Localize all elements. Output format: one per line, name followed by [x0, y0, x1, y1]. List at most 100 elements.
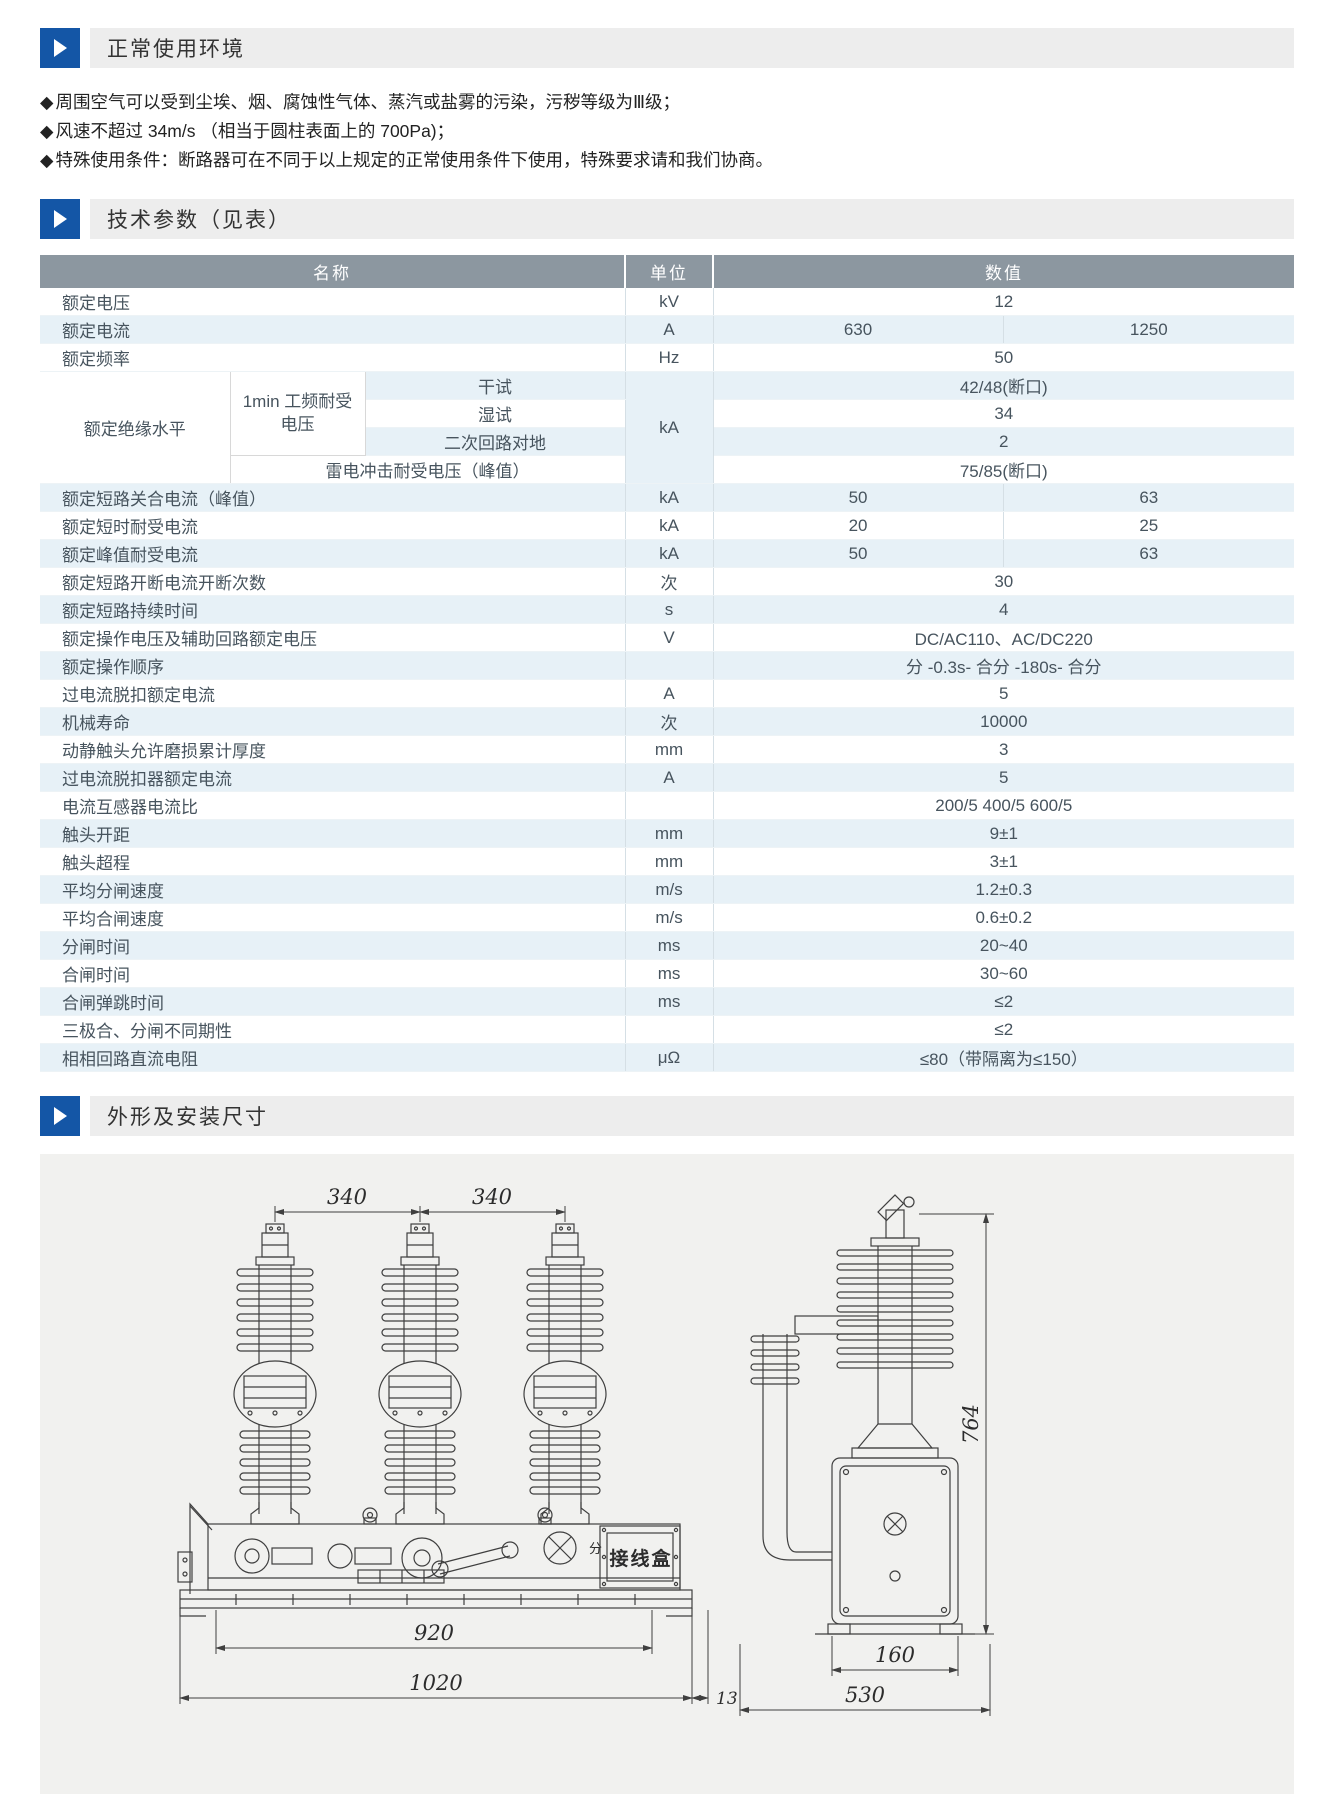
- value-cell: 20~40: [713, 931, 1295, 960]
- unit-cell: ms: [624, 987, 714, 1016]
- value-cell: ≤2: [713, 1015, 1295, 1044]
- value-cell: 0.6±0.2: [713, 903, 1295, 932]
- unit-cell: kA: [624, 511, 714, 540]
- unit-cell: s: [624, 595, 714, 624]
- table-row: 过电流脱扣器额定电流 A 5: [40, 763, 1295, 792]
- value-cell: 50: [713, 483, 1004, 512]
- table-row: 触头开距 mm 9±1: [40, 819, 1295, 848]
- unit-cell: 次: [624, 567, 714, 596]
- param-name-cell: 额定操作顺序: [40, 651, 626, 680]
- unit-cell: m/s: [624, 903, 714, 932]
- param-name-cell: 过电流脱扣额定电流: [40, 679, 626, 708]
- section-marker: [40, 1096, 80, 1136]
- value-cell: 20: [713, 511, 1004, 540]
- table-row: 触头超程 mm 3±1: [40, 847, 1295, 876]
- unit-cell: A: [624, 679, 714, 708]
- play-triangle-icon: [53, 39, 67, 57]
- param-name-cell: 额定频率: [40, 343, 626, 372]
- sub-param-name-cell: 雷电冲击耐受电压（峰值）: [230, 455, 626, 484]
- param-name-cell: 机械寿命: [40, 707, 626, 736]
- unit-cell: m/s: [624, 875, 714, 904]
- table-row: 额定电流 A 630 1250: [40, 315, 1295, 344]
- unit-cell: [624, 651, 714, 680]
- param-name-cell: 额定短时耐受电流: [40, 511, 626, 540]
- bullet-text: 特殊使用条件：断路器可在不同于以上规定的正常使用条件下使用，特殊要求请和我们协商…: [55, 150, 773, 170]
- unit-cell: ms: [624, 931, 714, 960]
- value-cell: 50: [713, 539, 1004, 568]
- unit-cell: mm: [624, 735, 714, 764]
- dimension-label: 160: [875, 1643, 915, 1667]
- section-header-outline: 外形及安装尺寸: [40, 1096, 1294, 1136]
- value-cell: 5: [713, 763, 1295, 792]
- table-row: 额定电压 kV 12: [40, 288, 1295, 316]
- table-row: 额定频率 Hz 50: [40, 343, 1295, 372]
- param-name-cell: 额定电压: [40, 288, 626, 316]
- section-title: 外形及安装尺寸: [90, 1096, 1294, 1136]
- value-cell: 42/48(断口): [713, 371, 1295, 400]
- bullet-line: ◆ 周围空气可以受到尘埃、烟、腐蚀性气体、蒸汽或盐雾的污染，污秽等级为Ⅲ级；: [40, 88, 1294, 117]
- table-row: 二次回路对地 2: [40, 427, 1295, 456]
- table-header-row: 名称 单位 数值: [40, 255, 1295, 288]
- unit-cell: kV: [624, 288, 714, 316]
- side-view-drawing: 764 160 530: [739, 1194, 994, 1716]
- table-row: 额定短路关合电流（峰值） kA 50 63: [40, 483, 1295, 512]
- diamond-bullet-icon: ◆: [40, 121, 54, 141]
- dimension-label: 340: [327, 1185, 367, 1209]
- table-row: 分闸时间 ms 20~40: [40, 931, 1295, 960]
- dimension-drawing-panel: 340 340 分: [40, 1154, 1294, 1794]
- value-cell: 12: [713, 288, 1295, 316]
- group-subname-cell: 1min 工频耐受电压: [229, 371, 366, 456]
- value-cell: ≤2: [713, 987, 1295, 1016]
- unit-cell: A: [624, 315, 714, 344]
- param-name-cell: 额定电流: [40, 315, 626, 344]
- section-header-parameters: 技术参数（见表）: [40, 199, 1294, 239]
- table-row: 电流互感器电流比 200/5 400/5 600/5: [40, 791, 1295, 820]
- open-indicator-label: 分: [589, 1541, 602, 1556]
- dimension-label: 340: [472, 1185, 512, 1209]
- play-triangle-icon: [53, 1107, 67, 1125]
- unit-cell: [624, 1015, 714, 1044]
- dimension-label: 13: [716, 1689, 738, 1709]
- table-row: 额定短路持续时间 s 4: [40, 595, 1295, 624]
- param-name-cell: 额定短路关合电流（峰值）: [40, 483, 626, 512]
- col-header-unit: 单位: [625, 255, 715, 288]
- param-name-cell: 平均合闸速度: [40, 903, 626, 932]
- diamond-bullet-icon: ◆: [40, 150, 54, 170]
- value-cell: ≤80（带隔离为≤150）: [713, 1043, 1295, 1072]
- unit-cell: μΩ: [624, 1043, 714, 1072]
- table-row: 过电流脱扣额定电流 A 5: [40, 679, 1295, 708]
- param-name-cell: 分闸时间: [40, 931, 626, 960]
- unit-cell: [624, 791, 714, 820]
- bullet-line: ◆ 特殊使用条件：断路器可在不同于以上规定的正常使用条件下使用，特殊要求请和我们…: [40, 146, 1294, 175]
- value-cell: 30: [713, 567, 1295, 596]
- section-title: 技术参数（见表）: [90, 199, 1294, 239]
- unit-cell: kA: [624, 483, 714, 512]
- table-row: 额定操作电压及辅助回路额定电压 V DC/AC110、AC/DC220: [40, 623, 1295, 652]
- bullet-text: 周围空气可以受到尘埃、烟、腐蚀性气体、蒸汽或盐雾的污染，污秽等级为Ⅲ级；: [55, 92, 681, 112]
- value-cell: 3±1: [713, 847, 1295, 876]
- section-header-environment: 正常使用环境: [40, 28, 1294, 68]
- diamond-bullet-icon: ◆: [40, 92, 54, 112]
- value-cell: 63: [1003, 539, 1295, 568]
- unit-cell: 次: [624, 707, 714, 736]
- value-cell: 9±1: [713, 819, 1295, 848]
- outline-drawing-svg: 340 340 分: [177, 1185, 994, 1716]
- param-name-cell: 平均分闸速度: [40, 875, 626, 904]
- table-row: 雷电冲击耐受电压（峰值） 75/85(断口): [40, 455, 1295, 484]
- environment-notes: ◆ 周围空气可以受到尘埃、烟、腐蚀性气体、蒸汽或盐雾的污染，污秽等级为Ⅲ级； ◆…: [40, 88, 1294, 175]
- table-row: 额定操作顺序 分 -0.3s- 合分 -180s- 合分: [40, 651, 1295, 680]
- col-header-value: 数值: [713, 255, 1295, 288]
- table-row: 平均分闸速度 m/s 1.2±0.3: [40, 875, 1295, 904]
- unit-cell: ms: [624, 959, 714, 988]
- params-table-body: 额定电压 kV 12 额定电流 A 630 1250 额定频率 Hz 50 额定绝缘水平 1min 工…: [40, 288, 1295, 1072]
- value-cell: 34: [713, 399, 1295, 428]
- value-cell: 75/85(断口): [713, 455, 1295, 484]
- unit-cell: A: [624, 763, 714, 792]
- param-name-cell: 三极合、分闸不同期性: [40, 1015, 626, 1044]
- param-name-cell: 触头开距: [40, 819, 626, 848]
- param-name-cell: 动静触头允许磨损累计厚度: [40, 735, 626, 764]
- unit-cell: V: [624, 623, 714, 652]
- dimension-label: 1020: [409, 1671, 462, 1695]
- value-cell: 10000: [713, 707, 1295, 736]
